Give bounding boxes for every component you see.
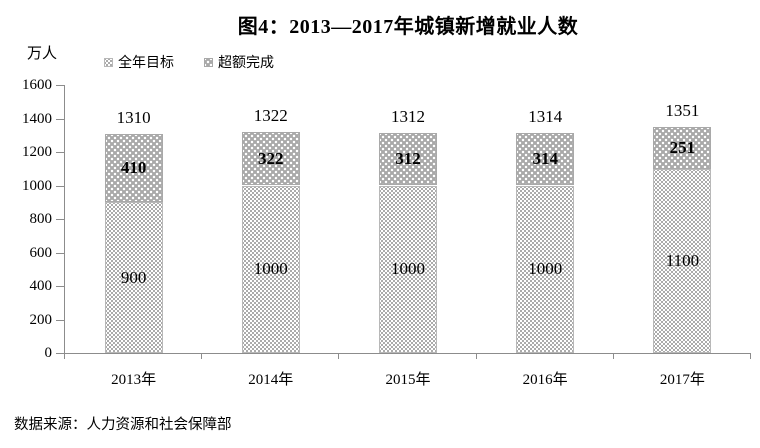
y-axis-tick — [56, 185, 64, 187]
y-axis-tick — [56, 118, 64, 120]
x-axis-tick — [750, 354, 751, 359]
legend-item-over: 超额完成 — [204, 52, 274, 72]
segment-value-over: 322 — [258, 148, 284, 168]
bar-segment-over: 312 — [379, 133, 437, 186]
bar-segment-target: 1100 — [653, 168, 712, 353]
y-axis-tick-label: 200 — [29, 311, 53, 328]
y-axis-tick — [56, 252, 64, 254]
legend-label-over: 超额完成 — [218, 56, 274, 71]
bar-segment-over: 251 — [653, 126, 712, 169]
x-axis-line — [64, 353, 751, 354]
x-category-label: 2016年 — [522, 372, 568, 388]
y-axis-tick-label: 0 — [44, 345, 53, 361]
y-axis-tick-label: 400 — [29, 278, 53, 294]
x-category-label: 2017年 — [659, 372, 705, 388]
segment-value-target: 1000 — [253, 259, 288, 279]
x-category-label: 2014年 — [248, 372, 294, 388]
y-axis-tick-label: 1000 — [22, 177, 52, 194]
legend-item-target: 全年目标 — [104, 52, 174, 72]
bar-total-label: 1312 — [391, 107, 425, 127]
y-axis-tick-label: 800 — [29, 211, 53, 227]
y-axis-tick-label: 600 — [29, 244, 53, 261]
chart-title: 图4：2013—2017年城镇新增就业人数 — [237, 16, 579, 38]
segment-value-over: 410 — [120, 157, 147, 177]
x-axis-tick — [612, 354, 614, 359]
bar-segment-target: 1000 — [241, 185, 300, 353]
segment-value-over: 312 — [395, 149, 421, 169]
legend-swatch-target-pattern-icon — [104, 57, 113, 67]
x-axis-tick — [201, 354, 203, 359]
segment-value-target: 1000 — [528, 259, 563, 279]
y-axis-unit-label: 万人 — [27, 46, 58, 62]
y-axis-tick-label: 1400 — [22, 110, 52, 127]
y-axis-tick-label: 1600 — [22, 77, 52, 93]
segment-value-target: 900 — [120, 267, 147, 287]
y-axis-tick-label: 1200 — [22, 144, 52, 160]
segment-value-target: 1100 — [665, 250, 700, 270]
x-axis-tick — [475, 354, 477, 359]
bar-segment-over: 410 — [104, 133, 163, 203]
y-axis-tick — [56, 319, 64, 321]
data-source: 数据来源：人力资源和社会保障部 — [14, 417, 232, 433]
segment-value-over: 314 — [532, 149, 558, 169]
x-axis-tick — [338, 354, 340, 359]
legend-label-target: 全年目标 — [118, 56, 174, 71]
bar-total-label: 1322 — [253, 105, 288, 125]
legend-swatch-over-pattern-icon — [204, 57, 213, 67]
y-axis-tick — [56, 85, 64, 86]
y-axis-line — [64, 85, 65, 354]
bar-segment-over: 322 — [241, 131, 300, 186]
x-category-label: 2013年 — [111, 372, 157, 388]
legend: 全年目标 超额完成 — [104, 52, 274, 72]
y-axis-tick — [56, 286, 64, 287]
x-axis-tick — [64, 354, 65, 359]
bar-total-label: 1310 — [116, 107, 151, 127]
x-category-label: 2015年 — [385, 372, 431, 388]
bar-segment-target: 1000 — [516, 185, 575, 353]
bar-segment-target: 1000 — [379, 185, 437, 353]
segment-value-over: 251 — [669, 137, 696, 157]
y-axis-tick — [56, 353, 64, 354]
bar-segment-over: 314 — [516, 132, 575, 186]
segment-value-target: 1000 — [391, 259, 425, 279]
bar-total-label: 1314 — [528, 106, 563, 126]
y-axis-tick — [56, 152, 64, 153]
y-axis-tick — [56, 219, 64, 220]
bar-total-label: 1351 — [665, 100, 700, 120]
bar-segment-target: 900 — [104, 202, 163, 353]
